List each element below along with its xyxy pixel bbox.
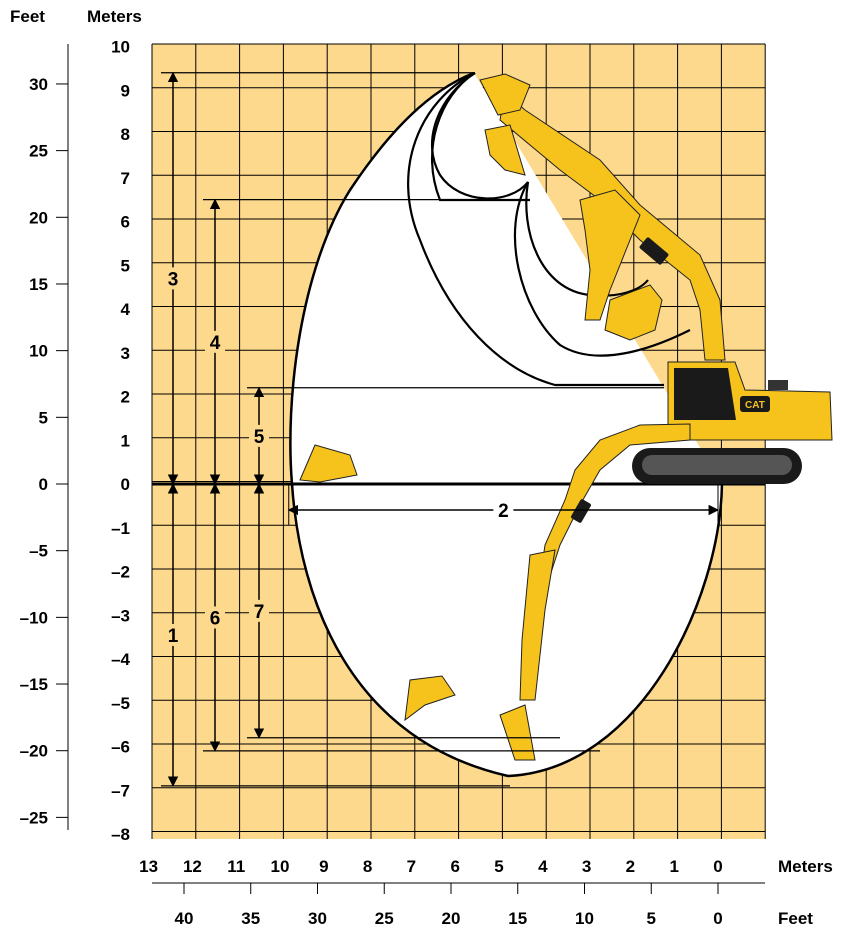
feet-x-tick: 0 bbox=[713, 909, 722, 928]
dimension-label-3: 3 bbox=[168, 269, 179, 290]
brand-badge-cab: CAT bbox=[745, 400, 765, 411]
meters-y-tick: 3 bbox=[121, 344, 130, 363]
dimension-label-7: 7 bbox=[254, 602, 265, 623]
feet-y-tick: –10 bbox=[20, 608, 48, 627]
meters-y-tick: –6 bbox=[111, 738, 130, 757]
meters-y-tick: 9 bbox=[121, 81, 130, 100]
meters-x-tick: 3 bbox=[582, 857, 591, 876]
meters-y-tick: –8 bbox=[111, 825, 130, 844]
feet-y-tick: 5 bbox=[39, 408, 48, 427]
feet-x-tick: 40 bbox=[175, 909, 194, 928]
feet-y-tick: 25 bbox=[29, 142, 48, 161]
meters-y-tick: 10 bbox=[111, 38, 130, 57]
feet-y-tick: –25 bbox=[20, 808, 48, 827]
axis-ticks: 109876543210–1–2–3–4–5–6–7–8302520151050… bbox=[20, 38, 765, 928]
dimension-markers: 1 2 3 4 5 6 7 bbox=[161, 71, 720, 787]
dimension-label-2: 2 bbox=[498, 501, 509, 522]
bottom-feet-label: Feet bbox=[778, 909, 813, 928]
reach-arc-inner-4 bbox=[513, 181, 691, 357]
meters-y-tick: 5 bbox=[121, 256, 130, 275]
meters-x-tick: 0 bbox=[713, 857, 722, 876]
meters-y-tick: –3 bbox=[111, 606, 130, 625]
dimension-label-5: 5 bbox=[254, 427, 265, 448]
meters-y-tick: 7 bbox=[121, 169, 130, 188]
meters-x-tick: 6 bbox=[450, 857, 459, 876]
dimension-label-4: 4 bbox=[210, 333, 221, 354]
feet-y-tick: 20 bbox=[29, 208, 48, 227]
meters-x-tick: 1 bbox=[669, 857, 678, 876]
feet-y-tick: 30 bbox=[29, 75, 48, 94]
feet-x-tick: 25 bbox=[375, 909, 394, 928]
meters-y-tick: –4 bbox=[111, 650, 130, 669]
feet-x-tick: 30 bbox=[308, 909, 327, 928]
feet-x-tick: 15 bbox=[508, 909, 527, 928]
meters-y-tick: 8 bbox=[121, 125, 130, 144]
feet-y-tick: 15 bbox=[29, 275, 48, 294]
feet-y-tick: 0 bbox=[39, 475, 48, 494]
meters-y-tick: –1 bbox=[111, 519, 130, 538]
meters-x-tick: 11 bbox=[227, 857, 245, 876]
meters-x-tick: 9 bbox=[319, 857, 328, 876]
meters-x-tick: 2 bbox=[626, 857, 635, 876]
dimension-label-1: 1 bbox=[168, 626, 179, 647]
left-feet-header: Feet bbox=[10, 7, 45, 26]
meters-y-tick: 1 bbox=[121, 431, 130, 450]
meters-x-tick: 13 bbox=[139, 857, 158, 876]
digging-envelope bbox=[289, 71, 724, 778]
left-meters-header: Meters bbox=[87, 7, 142, 26]
meters-y-tick: –5 bbox=[111, 694, 130, 713]
feet-x-tick: 10 bbox=[575, 909, 594, 928]
feet-x-tick: 35 bbox=[241, 909, 260, 928]
meters-x-tick: 12 bbox=[183, 857, 202, 876]
feet-y-tick: 10 bbox=[29, 342, 48, 361]
meters-y-tick: 2 bbox=[121, 388, 130, 407]
excavator-icon: CAT bbox=[299, 73, 833, 761]
meters-x-tick: 7 bbox=[407, 857, 416, 876]
meters-x-tick: 10 bbox=[271, 857, 290, 876]
feet-y-tick: –15 bbox=[20, 675, 48, 694]
feet-x-tick: 20 bbox=[442, 909, 461, 928]
dimension-label-6: 6 bbox=[210, 608, 221, 629]
meters-x-tick: 8 bbox=[363, 857, 372, 876]
reach-arc-inner-1 bbox=[407, 72, 664, 387]
bottom-meters-label: Meters bbox=[778, 857, 833, 876]
meters-y-tick: 6 bbox=[121, 213, 130, 232]
meters-y-tick: –7 bbox=[111, 781, 130, 800]
meters-y-tick: 4 bbox=[121, 300, 131, 319]
meters-y-tick: –2 bbox=[111, 563, 130, 582]
meters-x-tick: 4 bbox=[538, 857, 548, 876]
feet-y-tick: –5 bbox=[29, 542, 48, 561]
meters-x-tick: 5 bbox=[494, 857, 503, 876]
feet-y-tick: –20 bbox=[20, 742, 48, 761]
feet-x-tick: 5 bbox=[647, 909, 656, 928]
meters-y-tick: 0 bbox=[121, 475, 130, 494]
